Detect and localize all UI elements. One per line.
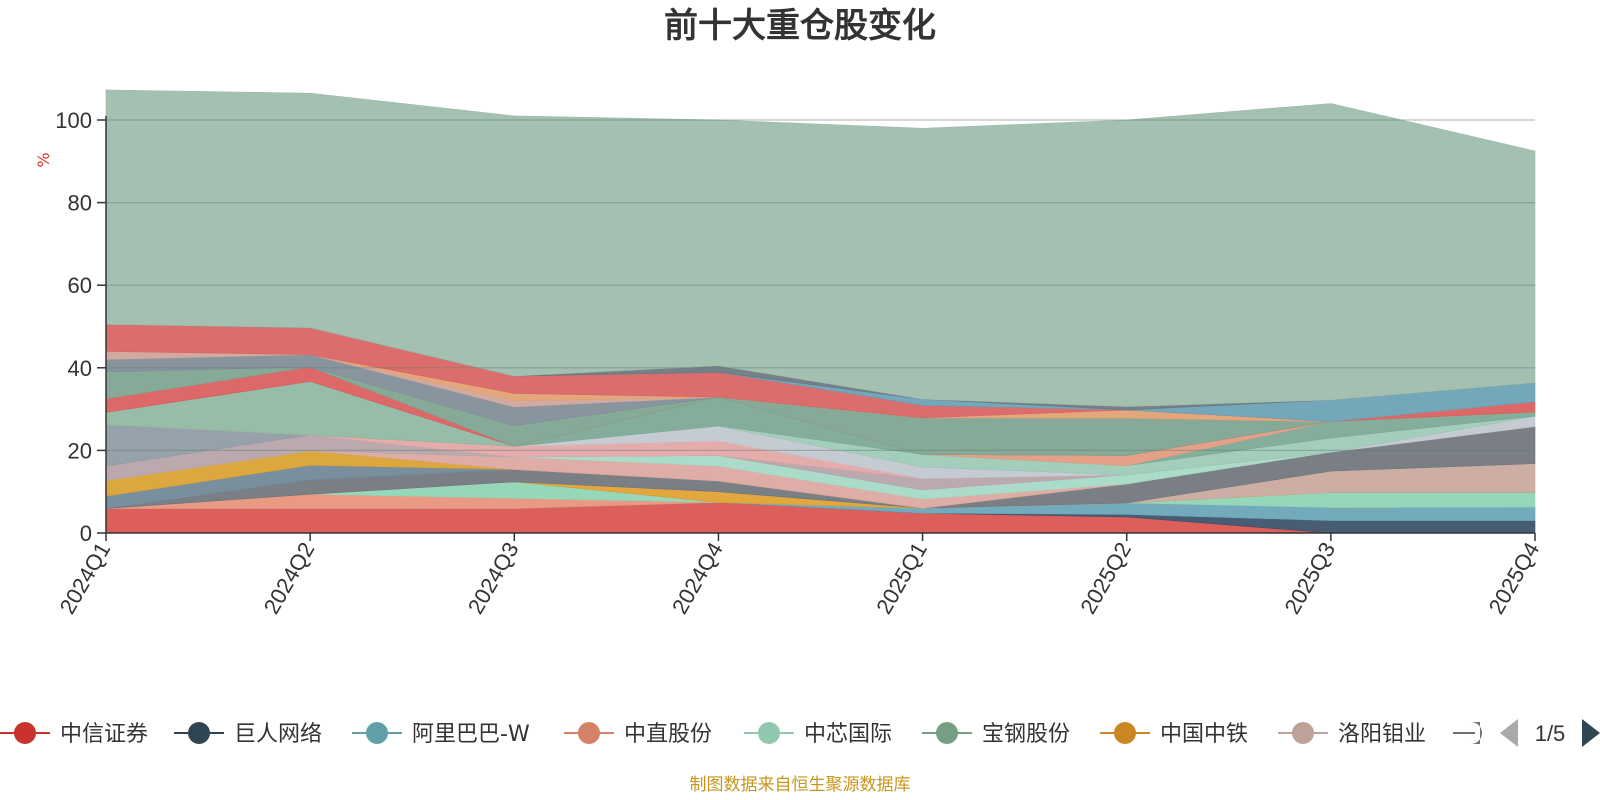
legend-marker xyxy=(936,722,958,744)
legend-item[interactable]: 阿里巴巴-W xyxy=(352,722,530,747)
legend-marker xyxy=(188,722,210,744)
legend-page-indicator: 1/5 xyxy=(1535,721,1566,746)
y-tick-label: 80 xyxy=(68,191,92,216)
legend-item[interactable]: 宝钢股份 xyxy=(922,722,1070,747)
source-note: 制图数据来自恒生聚源数据库 xyxy=(690,775,911,795)
y-tick-label: 20 xyxy=(68,438,92,463)
x-tick-label: 2024Q4 xyxy=(667,538,728,618)
legend-item[interactable]: 中国中铁 xyxy=(1100,722,1248,747)
legend-prev-icon[interactable] xyxy=(1500,719,1518,747)
grid-lines xyxy=(106,119,1535,451)
legend-marker xyxy=(1114,722,1136,744)
legend-marker xyxy=(1292,722,1314,744)
plot-areas xyxy=(105,89,1536,534)
legend-item[interactable]: 中直股份 xyxy=(564,722,712,747)
legend-item[interactable]: 中芯国际 xyxy=(744,722,892,747)
legend-marker xyxy=(578,722,600,744)
legend-item[interactable]: 中信证券 xyxy=(0,722,148,747)
legend-marker xyxy=(14,722,36,744)
legend-label: 中直股份 xyxy=(624,722,712,747)
legend-label: 洛阳钼业 xyxy=(1338,722,1426,747)
legend-marker xyxy=(366,722,388,744)
y-tick-label: 100 xyxy=(55,108,92,133)
legend[interactable]: 中信证券 巨人网络 阿里巴巴-W 中直股份 中芯国际 宝钢股份 中国中铁 洛阳钼业 1/5 xyxy=(0,719,1600,747)
x-tick-label: 2024Q3 xyxy=(463,538,524,618)
x-tick-label: 2025Q2 xyxy=(1075,538,1136,618)
chart-title: 前十大重仓股变化 xyxy=(664,6,936,46)
x-tick-label: 2024Q1 xyxy=(55,538,116,618)
x-tick-label: 2024Q2 xyxy=(259,538,320,618)
y-tick-label: 60 xyxy=(68,273,92,298)
series-area-30 xyxy=(105,89,1536,407)
legend-label: 中信证券 xyxy=(60,722,148,747)
legend-label: 阿里巴巴-W xyxy=(412,722,530,747)
y-axis-label: % xyxy=(34,152,53,167)
legend-item[interactable]: 巨人网络 xyxy=(174,722,322,747)
legend-label: 中国中铁 xyxy=(1160,722,1248,747)
x-tick-label: 2025Q4 xyxy=(1484,538,1545,618)
legend-next-icon[interactable] xyxy=(1582,719,1600,747)
legend-label: 宝钢股份 xyxy=(982,722,1070,747)
legend-item-partial[interactable] xyxy=(1453,722,1482,744)
y-tick-label: 40 xyxy=(68,356,92,381)
legend-label: 巨人网络 xyxy=(234,722,322,747)
legend-label: 中芯国际 xyxy=(804,722,892,747)
y-tick-label: 0 xyxy=(80,521,92,546)
legend-item[interactable]: 洛阳钼业 xyxy=(1278,722,1426,747)
x-tick-label: 2025Q1 xyxy=(871,538,932,618)
x-tick-label: 2025Q3 xyxy=(1279,538,1340,618)
legend-marker xyxy=(758,722,780,744)
